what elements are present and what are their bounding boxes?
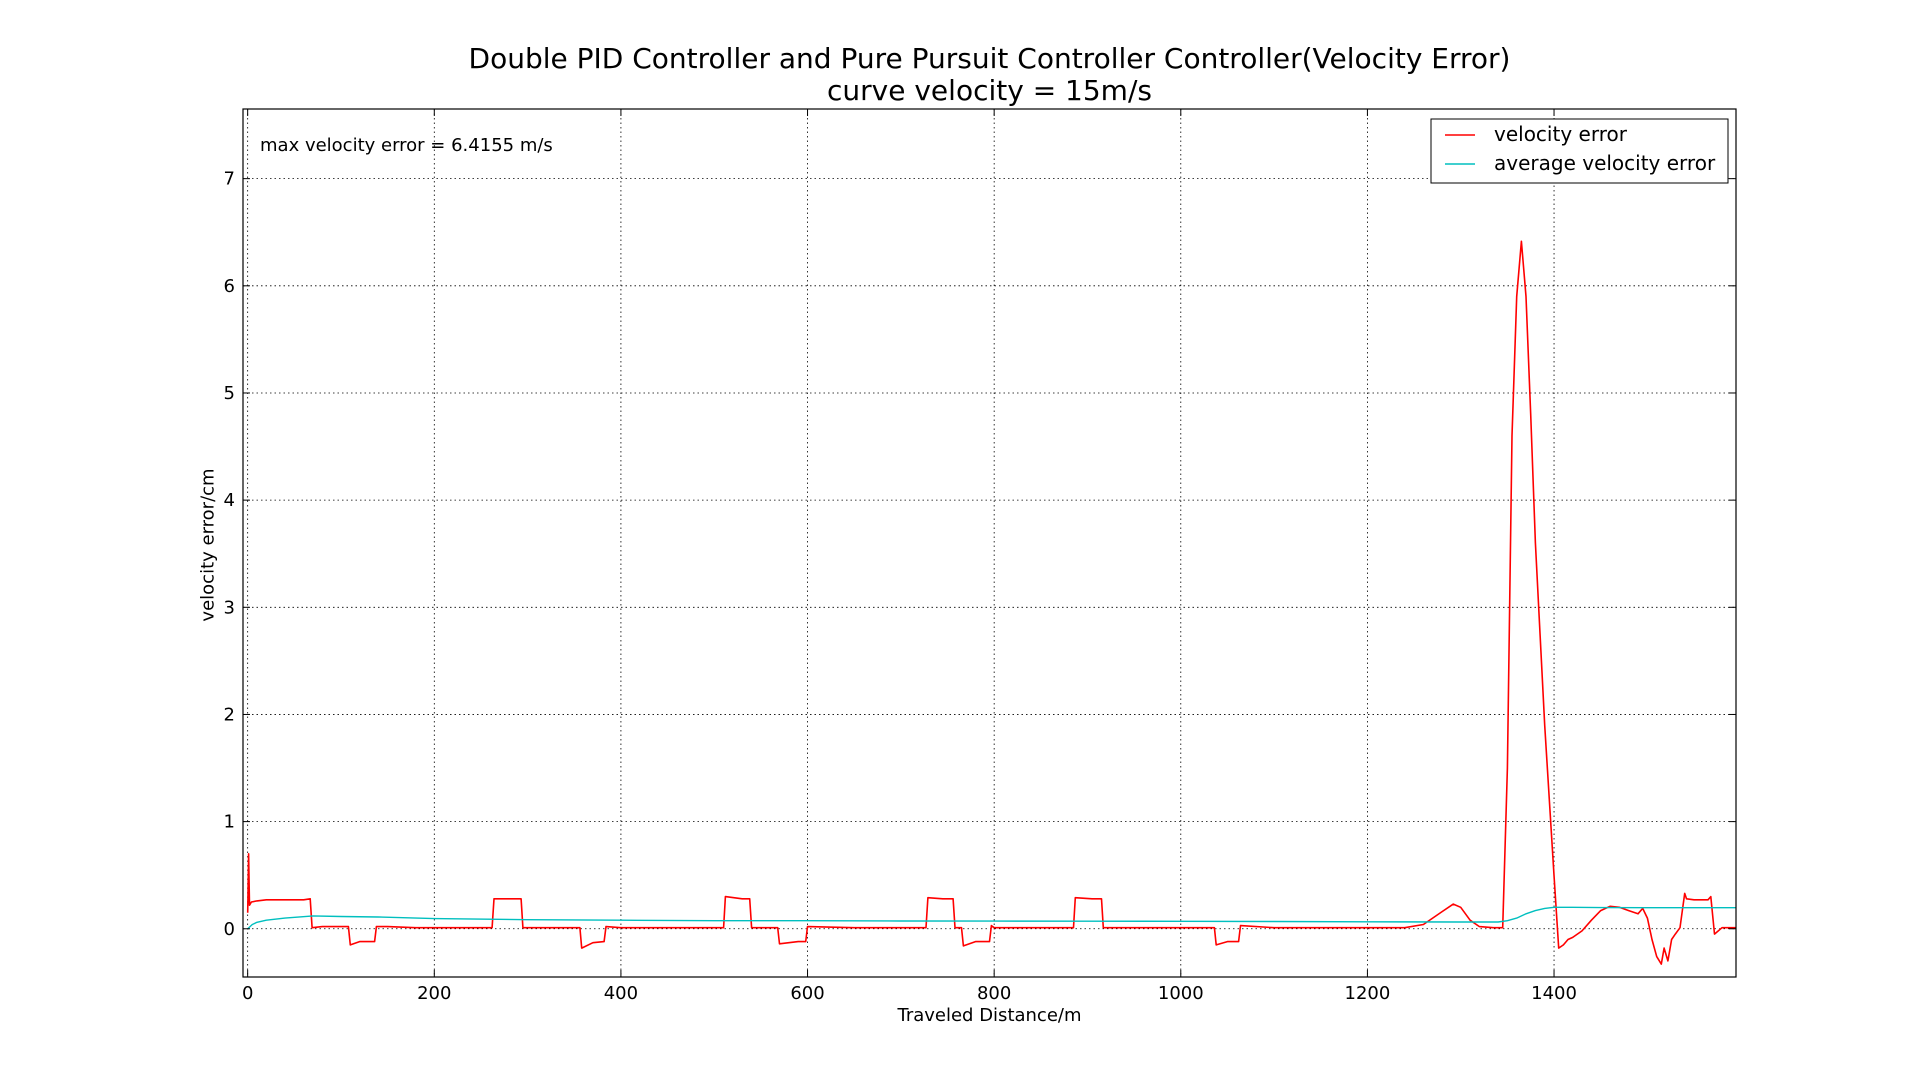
legend-label-average-velocity-error: average velocity error: [1494, 151, 1716, 175]
x-tick-label: 1400: [1531, 983, 1577, 1004]
y-tick-label: 2: [224, 704, 235, 725]
y-tick-label: 6: [224, 276, 235, 297]
x-tick-label: 0: [242, 983, 253, 1004]
chart-title: Double PID Controller and Pure Pursuit C…: [468, 42, 1511, 75]
y-tick-label: 4: [224, 490, 235, 511]
series-layer: [246, 240, 1736, 965]
y-tick-label: 1: [224, 812, 235, 833]
grid-layer: [243, 109, 1736, 977]
y-tick-label: 3: [224, 597, 235, 618]
legend: velocity error average velocity error: [1430, 118, 1729, 184]
max-error-annotation: max velocity error = 6.4155 m/s: [260, 135, 553, 156]
tick-layer: 0 200 400 600 800 1000 1200 1400 0 1 2 3 4 5 6 7: [224, 109, 1736, 1004]
legend-box: [1430, 118, 1729, 184]
x-tick-label: 400: [604, 983, 638, 1004]
y-axis-label: velocity error/cm: [197, 468, 219, 622]
x-axis-label: Traveled Distance/m: [897, 1005, 1082, 1026]
x-tick-label: 1200: [1345, 983, 1391, 1004]
legend-label-velocity-error: velocity error: [1494, 122, 1628, 146]
frame-layer: [242, 108, 1737, 978]
chart-subtitle: curve velocity = 15m/s: [827, 74, 1152, 107]
x-tick-label: 800: [977, 983, 1011, 1004]
y-tick-label: 0: [224, 919, 235, 940]
y-tick-label: 7: [224, 169, 235, 190]
plot-frame: [242, 108, 1737, 978]
x-tick-label: 200: [417, 983, 451, 1004]
x-tick-label: 600: [790, 983, 824, 1004]
y-tick-label: 5: [224, 383, 235, 404]
x-tick-label: 1000: [1158, 983, 1204, 1004]
series-line-velocity-error: [246, 240, 1736, 965]
series-line-average-velocity-error: [247, 906, 1736, 930]
